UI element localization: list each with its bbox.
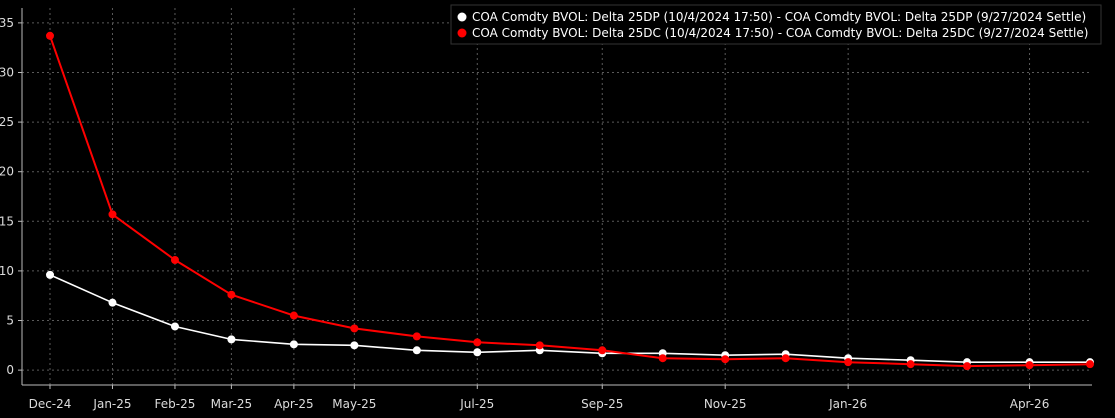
x-tick-label: Jan-26 (828, 397, 867, 411)
data-point (412, 346, 421, 355)
y-tick-label: 10 (0, 264, 14, 278)
y-tick-label: 25 (0, 115, 14, 129)
x-tick-label: Feb-25 (155, 397, 196, 411)
data-point (473, 338, 482, 347)
x-tick-label: Dec-24 (29, 397, 72, 411)
x-tick-label: Jan-25 (92, 397, 131, 411)
data-point (906, 360, 915, 369)
legend: COA Comdty BVOL: Delta 25DP (10/4/2024 1… (450, 4, 1102, 45)
axes: 0 5 10 15 20 25 30 35 Dec-24 Jan-25 Feb-25 Mar-25 Ap… (0, 8, 1092, 411)
data-point (289, 340, 298, 349)
data-point (108, 210, 117, 219)
x-tick-label: Mar-25 (211, 397, 252, 411)
x-tick-label: Apr-26 (1010, 397, 1050, 411)
series-delta-25dc (46, 31, 1094, 371)
x-tick-label: Jul-25 (459, 397, 494, 411)
data-point (170, 255, 179, 264)
data-point (598, 346, 607, 355)
legend-box (450, 4, 1102, 45)
y-tick-label: 35 (0, 16, 14, 30)
data-point (781, 354, 790, 363)
data-point (1086, 360, 1094, 369)
data-point (227, 335, 236, 344)
x-tick-label: Apr-25 (274, 397, 314, 411)
y-tick-label: 5 (6, 314, 14, 328)
data-point (227, 290, 236, 299)
x-tick-label: Sep-25 (581, 397, 623, 411)
series-layer (46, 31, 1094, 371)
series-line (49, 274, 1090, 364)
legend-marker-red (457, 28, 467, 38)
data-point (350, 341, 359, 350)
data-point (289, 311, 298, 320)
data-point (963, 362, 972, 371)
x-tick-label: May-25 (332, 397, 376, 411)
y-tick-label: 15 (0, 214, 14, 228)
data-point (170, 322, 179, 331)
data-point (46, 270, 54, 279)
legend-label-delta-25dc: COA Comdty BVOL: Delta 25DC (10/4/2024 1… (472, 26, 1088, 40)
legend-label-delta-25dp: COA Comdty BVOL: Delta 25DP (10/4/2024 1… (472, 10, 1086, 24)
y-tick-label: 0 (6, 363, 14, 377)
data-point (108, 298, 117, 307)
y-tick-label: 20 (0, 165, 14, 179)
data-point (535, 341, 544, 350)
data-point (658, 354, 667, 363)
data-point (721, 355, 730, 364)
y-tick-label: 30 (0, 65, 14, 79)
series-delta-25dp (46, 270, 1094, 367)
data-point (473, 348, 482, 357)
data-point (844, 358, 853, 367)
data-point (412, 332, 421, 341)
series-line (49, 35, 1091, 368)
legend-marker-white (457, 12, 467, 22)
data-point (350, 324, 359, 333)
data-point (46, 31, 54, 40)
data-point (1025, 361, 1034, 370)
x-tick-label: Nov-25 (704, 397, 747, 411)
